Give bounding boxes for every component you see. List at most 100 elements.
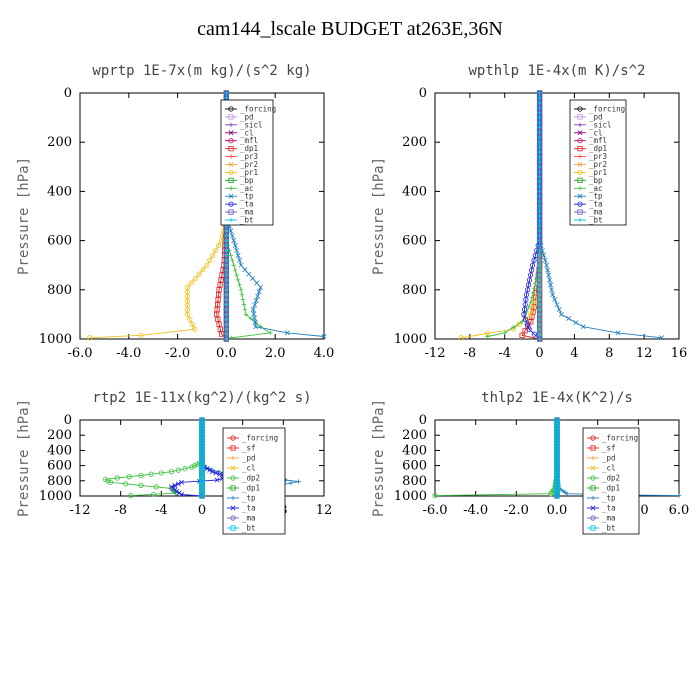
panel-title: thlp2 1E-4x(K^2)/s <box>481 390 633 406</box>
legend-label: _cl <box>240 128 254 137</box>
series-bt-marker <box>224 272 229 278</box>
legend-item-marker <box>228 130 234 136</box>
legend-item-marker <box>228 169 234 176</box>
series-tp-marker <box>228 228 234 234</box>
legend: _forcing_sf_pd_cl_dp2_dp1_tp_ta_ma_bt <box>582 427 640 535</box>
series-tp-marker <box>253 324 259 330</box>
y-tick-label: 1000 <box>39 332 72 347</box>
legend-item: _forcing <box>225 104 276 113</box>
legend-label: _pr2 <box>240 160 258 169</box>
series-tp-marker <box>232 243 238 249</box>
series-ac-marker <box>230 258 235 263</box>
legend-label: _ma <box>240 208 254 217</box>
series-ac-marker <box>241 302 247 307</box>
y-tick-label: 200 <box>402 428 427 443</box>
series-tp-marker <box>253 298 259 304</box>
legend-item-marker <box>228 138 234 144</box>
legend-label: _sicl <box>240 120 263 129</box>
legend-label: _pd <box>240 112 254 121</box>
series-tp-marker <box>255 293 261 299</box>
series-bt-marker <box>224 233 229 238</box>
series-tp-marker <box>242 267 248 273</box>
series-ac-marker <box>268 330 273 336</box>
legend-item-marker <box>228 106 234 112</box>
series-tp-marker <box>258 284 264 290</box>
legend-item-marker <box>228 201 234 207</box>
legend-label: _ta <box>602 504 616 513</box>
series-pr1-marker <box>196 271 202 277</box>
series-pr1-marker <box>210 252 216 258</box>
x-tick-label: 16 <box>671 346 688 361</box>
series-pr1-marker <box>189 321 195 327</box>
series-ac-marker <box>243 312 249 317</box>
legend-box <box>220 99 274 226</box>
series-dp1-marker <box>215 297 221 303</box>
legend-label: _ma <box>602 514 616 523</box>
y-tick-label: 400 <box>402 443 427 458</box>
x-tick-label: 0 <box>535 346 543 361</box>
legend-item: _ta <box>225 200 254 209</box>
series-tp-marker <box>321 334 327 340</box>
legend-item: _sicl <box>225 120 263 129</box>
legend-label: _bp <box>240 176 254 185</box>
series-ac-marker <box>234 272 239 278</box>
plot-frame <box>434 92 680 340</box>
series-tp-marker <box>231 238 237 244</box>
legend-item-marker <box>228 177 234 183</box>
x-tick-label: -4.0 <box>463 503 488 518</box>
series-dp1-marker <box>218 331 225 337</box>
y-axis-label: Pressure [hPa] <box>371 157 387 275</box>
series-pr1-marker <box>213 247 219 254</box>
series-tp-marker <box>234 247 240 253</box>
series-dp1-marker <box>529 314 535 320</box>
y-tick-label: 600 <box>47 234 72 249</box>
series-bt-marker <box>224 263 229 268</box>
legend-label: _dp1 <box>602 484 620 493</box>
series-pr1-marker <box>207 257 213 263</box>
series-bt-marker <box>224 95 229 101</box>
series-tp-marker <box>235 252 241 258</box>
series-bt-marker <box>224 317 229 322</box>
legend-item-marker <box>228 122 234 128</box>
y-tick-label: 0 <box>64 86 72 101</box>
series-bt-marker <box>224 282 229 288</box>
series-bt-marker <box>224 287 229 292</box>
series-ac-marker <box>239 292 245 297</box>
series-dp1-marker <box>525 323 531 329</box>
y-tick-label: 600 <box>402 459 427 474</box>
legend-label: _sf <box>602 444 616 453</box>
legend-label: _bt <box>240 216 254 225</box>
legend-label: _forcing <box>240 104 276 113</box>
x-tick-label: -6.0 <box>422 503 447 518</box>
series-ac-marker <box>258 324 263 329</box>
y-tick-label: 0 <box>419 86 427 101</box>
series-ac-marker <box>235 277 241 283</box>
series-dp1-marker <box>215 301 221 308</box>
series-pr1-marker <box>138 332 144 338</box>
legend-item-marker <box>228 217 234 223</box>
legend-item-marker <box>228 154 234 159</box>
series-bt-marker <box>224 253 229 258</box>
series-bt-marker <box>224 322 229 327</box>
series-dp1-marker <box>215 292 222 298</box>
legend-label: _ta <box>240 200 254 209</box>
series-tp-marker <box>676 493 682 498</box>
series-dp1-marker <box>214 311 220 318</box>
series-dp1-marker <box>218 277 224 283</box>
legend-item: _ac <box>225 184 254 193</box>
series-tp-marker <box>250 276 256 281</box>
series-bt-marker <box>224 307 229 312</box>
legend-label: _dp1 <box>240 144 258 153</box>
series-pr1-marker <box>215 242 222 249</box>
legend-label: _pr1 <box>240 168 258 177</box>
series-tp-marker <box>250 306 256 312</box>
x-tick-label: -2.0 <box>165 346 190 361</box>
series-dp1-marker <box>217 326 223 332</box>
legend-label: _ac <box>240 184 254 193</box>
legend-label: _pd <box>602 454 616 463</box>
series-tp-marker <box>284 330 290 336</box>
legend-label: _pr3 <box>240 152 258 161</box>
series-pr1-marker <box>188 280 194 286</box>
